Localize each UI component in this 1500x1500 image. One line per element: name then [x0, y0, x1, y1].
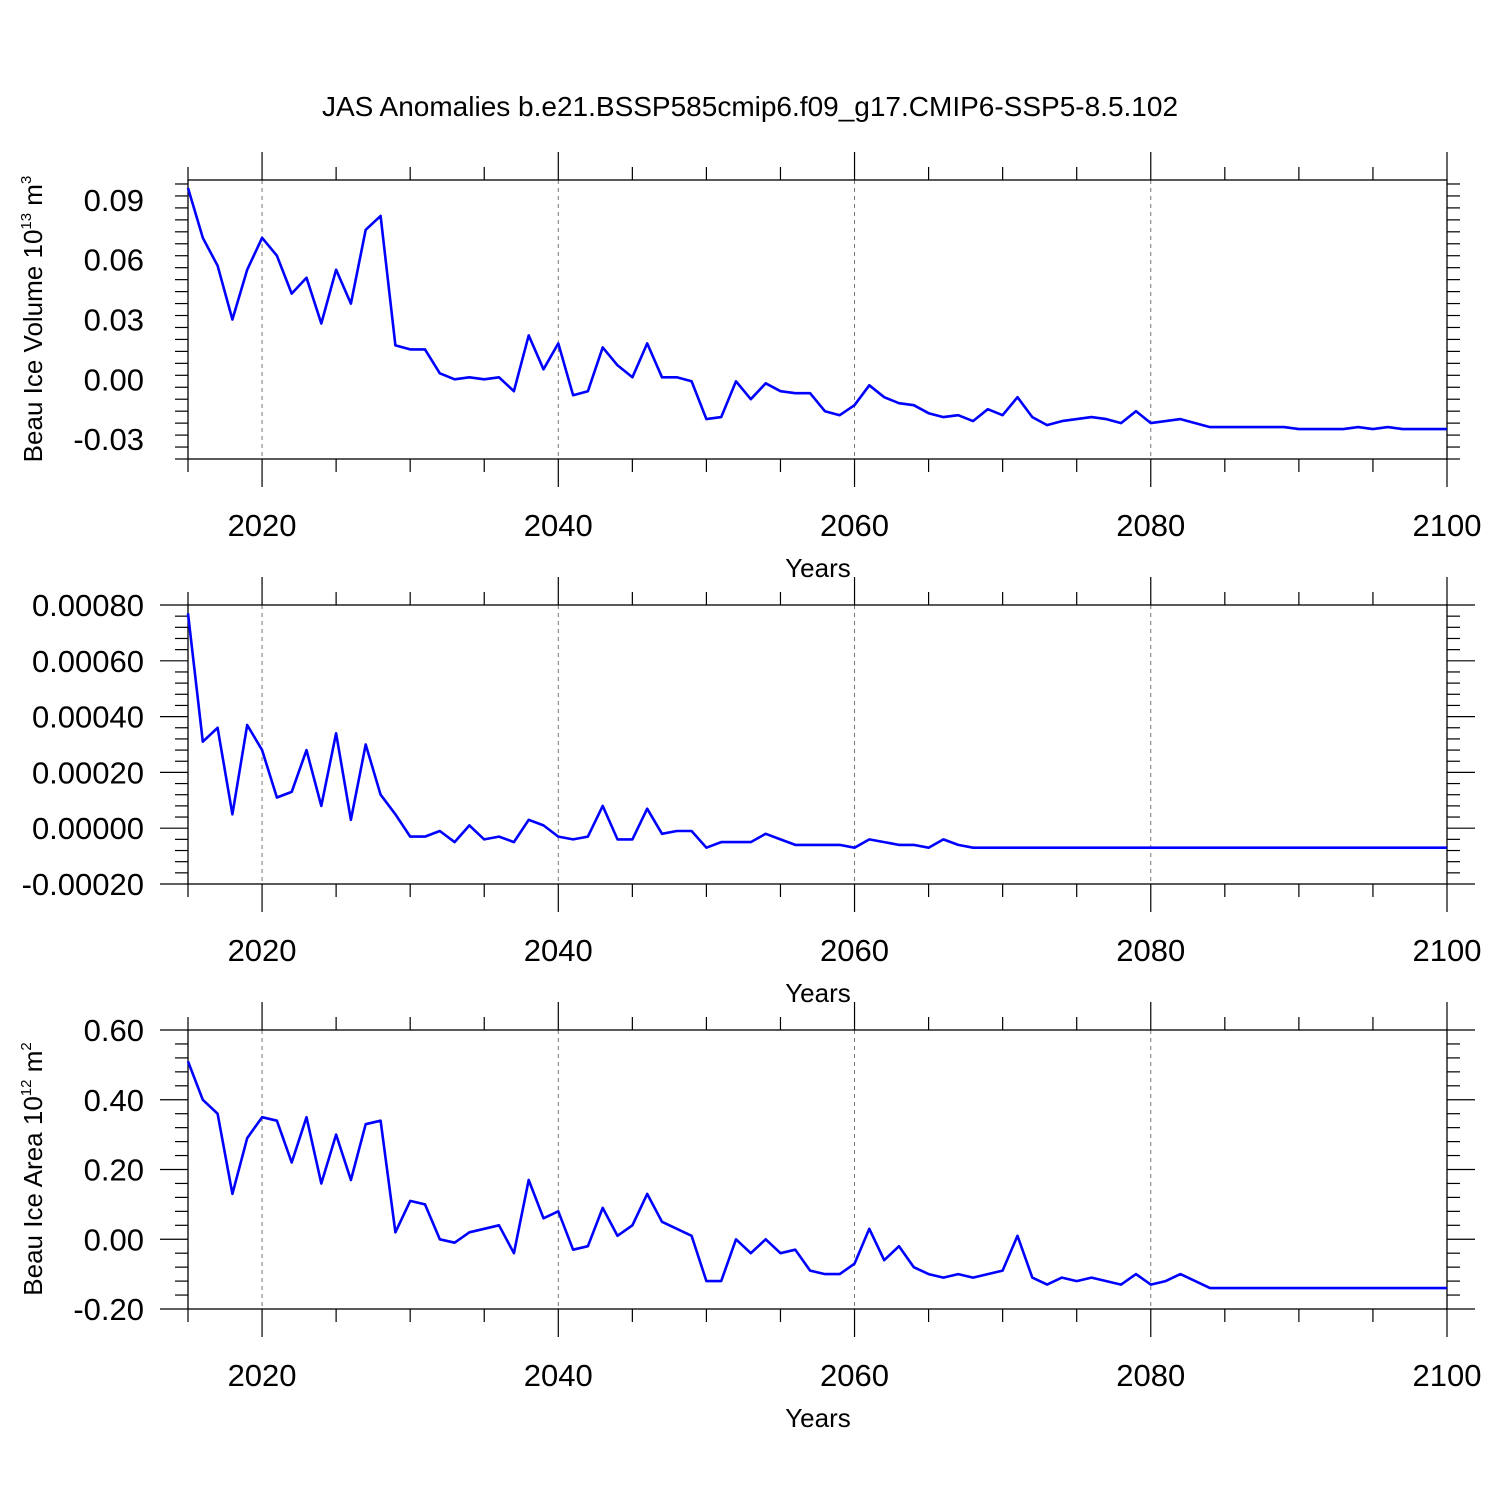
volume-y-axis-label: Beau Ice Volume 1013 m3: [18, 176, 48, 463]
x-tick-label: 2080: [1116, 508, 1185, 543]
x-tick-label: 2020: [228, 508, 297, 543]
area-tick-marks: [160, 1002, 1475, 1337]
x-tick-label: 2100: [1413, 1358, 1482, 1393]
x-tick-label: 2020: [228, 1358, 297, 1393]
area-y-label-exponent: 12: [18, 1080, 35, 1097]
y-tick-label: 0.00080: [32, 588, 144, 623]
y-tick-label: 0.03: [84, 303, 144, 338]
y-tick-label: 0.00: [84, 362, 144, 397]
x-tick-label: 2060: [820, 933, 889, 968]
panel-area: 2020 2040 2060 2080 2100 -0.20 0.00 0.20 0.40 0.6…: [18, 1002, 1481, 1433]
y-tick-label: 0.00: [84, 1222, 144, 1257]
y-tick-label: 0.60: [84, 1013, 144, 1048]
y-tick-label: 0.00020: [32, 755, 144, 790]
panel-volume: 2020 2040 2060 2080 2100 -0.03 0.00 0.03 0.06 0.0…: [18, 152, 1481, 583]
x-tick-label: 2040: [524, 1358, 593, 1393]
x-tick-label: 2040: [524, 933, 593, 968]
x-tick-label: 2040: [524, 508, 593, 543]
middle-tick-labels: 2020 2040 2060 2080 2100 -0.00020 0.00000 0.000…: [22, 588, 1482, 968]
middle-series-line: [186, 613, 1447, 850]
y-tick-label: 0.00040: [32, 700, 144, 735]
panel-middle: 2020 2040 2060 2080 2100 -0.00020 0.00000 0.000…: [22, 577, 1482, 1008]
volume-y-label-unit: m: [18, 184, 48, 213]
x-tick-label: 2100: [1413, 508, 1482, 543]
y-tick-label: -0.20: [73, 1292, 144, 1327]
x-tick-label: 2020: [228, 933, 297, 968]
y-tick-label: -0.00020: [22, 867, 144, 902]
area-y-label-unit: m: [18, 1051, 48, 1080]
area-plot-frame: [187, 1029, 1448, 1310]
area-grid: [261, 1030, 1152, 1309]
middle-tick-marks: [160, 577, 1475, 912]
y-tick-label: 0.06: [84, 243, 144, 278]
area-y-label-unit-exponent: 2: [18, 1042, 35, 1050]
area-x-axis-label: Years: [785, 1403, 851, 1433]
middle-grid: [261, 605, 1152, 884]
y-tick-label: 0.00000: [32, 811, 144, 846]
volume-tick-marks: [175, 152, 1460, 487]
volume-series-line: [186, 187, 1447, 431]
area-y-axis-label: Beau Ice Area 1012 m2: [18, 1042, 48, 1295]
x-tick-label: 2080: [1116, 1358, 1185, 1393]
x-tick-label: 2100: [1413, 933, 1482, 968]
area-y-label-text: Beau Ice Area 10: [18, 1096, 48, 1295]
volume-plot-frame: [187, 179, 1448, 460]
volume-tick-labels: 2020 2040 2060 2080 2100 -0.03 0.00 0.03 0.06 0.0…: [73, 183, 1481, 543]
volume-grid: [261, 180, 1152, 459]
y-tick-label: 0.00060: [32, 644, 144, 679]
y-tick-label: 0.09: [84, 183, 144, 218]
middle-x-axis-label: Years: [785, 978, 851, 1008]
volume-y-label-unit-exponent: 3: [18, 176, 35, 184]
x-tick-label: 2060: [820, 508, 889, 543]
area-series-line: [186, 1060, 1447, 1290]
volume-y-label-exponent: 13: [18, 213, 35, 230]
middle-plot-frame: [187, 604, 1448, 885]
y-tick-label: 0.20: [84, 1153, 144, 1188]
figure-title: JAS Anomalies b.e21.BSSP585cmip6.f09_g17…: [322, 91, 1178, 122]
volume-x-axis-label: Years: [785, 553, 851, 583]
x-tick-label: 2080: [1116, 933, 1185, 968]
volume-y-label-text: Beau Ice Volume 10: [18, 230, 48, 463]
y-tick-label: -0.03: [73, 422, 144, 457]
area-tick-labels: 2020 2040 2060 2080 2100 -0.20 0.00 0.20 0.40 0.6…: [73, 1013, 1481, 1393]
x-tick-label: 2060: [820, 1358, 889, 1393]
y-tick-label: 0.40: [84, 1083, 144, 1118]
